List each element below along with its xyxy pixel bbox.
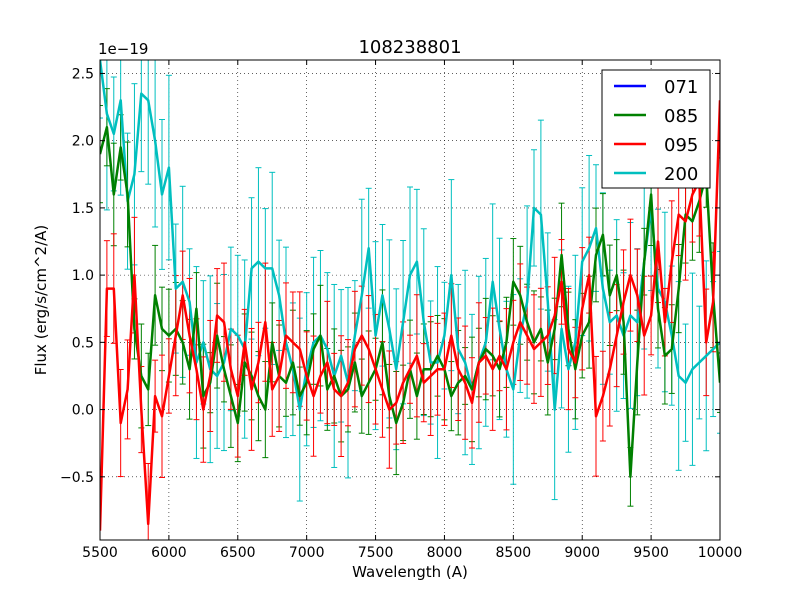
y-axis-label: Flux (erg/s/cm^2/A) [32, 225, 50, 376]
legend-box [601, 69, 711, 189]
legend-label-200: 200 [664, 164, 698, 185]
y-tick-label: 0.5 [72, 335, 94, 351]
y-tick-label: 2.5 [72, 66, 94, 82]
y-tick-label: 2.0 [72, 134, 94, 150]
series-lines [100, 60, 720, 531]
y-tick-label: 1.5 [72, 201, 94, 217]
x-tick-label: 5500 [82, 545, 118, 561]
y-tick-label: −0.5 [60, 470, 94, 486]
plot-frame [99, 59, 721, 541]
x-axis-label: Wavelength (A) [352, 563, 468, 581]
x-tick-label: 8000 [427, 545, 463, 561]
y-tick-label: 0.0 [72, 403, 94, 419]
x-tick-label: 6500 [220, 545, 256, 561]
x-tick-label: 7000 [289, 545, 325, 561]
x-tick-label: 10000 [698, 545, 743, 561]
legend-label-071: 071 [664, 77, 698, 98]
x-tick-label: 9000 [564, 545, 600, 561]
y-offset-label: 1e−19 [98, 40, 148, 58]
axis-ticks: 5500 6000 6500 7000 7500 8000 8500 9000 9500 1000… [60, 60, 742, 561]
series-line-200 [100, 60, 720, 411]
legend-label-095: 095 [664, 135, 698, 156]
legend-label-085: 085 [664, 106, 698, 127]
x-tick-label: 8500 [496, 545, 532, 561]
y-tick-label: 1.0 [72, 268, 94, 284]
x-tick-label: 6000 [151, 545, 187, 561]
legend: 071 085 095 200 [601, 69, 711, 189]
x-tick-label: 7500 [358, 545, 394, 561]
x-tick-label: 9500 [633, 545, 669, 561]
series-line-095 [100, 100, 720, 531]
chart-title: 108238801 [358, 37, 461, 58]
